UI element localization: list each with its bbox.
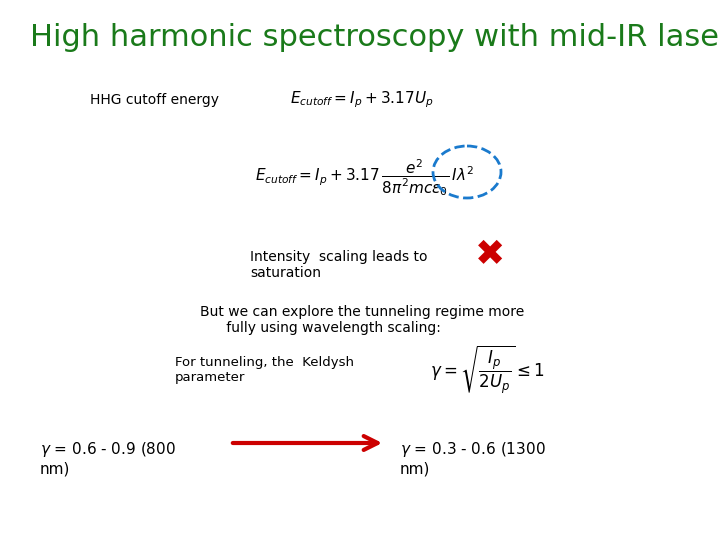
Text: $\gamma$ = 0.3 - 0.6 (1300
nm): $\gamma$ = 0.3 - 0.6 (1300 nm) — [400, 440, 546, 476]
Text: $E_{cutoff} = I_p + 3.17\,\dfrac{e^2}{8\pi^2 mc\varepsilon_0}\,I\lambda^2$: $E_{cutoff} = I_p + 3.17\,\dfrac{e^2}{8\… — [255, 158, 474, 198]
Text: $E_{cutoff} = I_p +3.17U_p$: $E_{cutoff} = I_p +3.17U_p$ — [290, 90, 433, 110]
Text: $\gamma$ = 0.6 - 0.9 (800
nm): $\gamma$ = 0.6 - 0.9 (800 nm) — [40, 440, 176, 476]
Text: $\gamma = \sqrt{\dfrac{I_p}{2U_p}} \leq 1$: $\gamma = \sqrt{\dfrac{I_p}{2U_p}} \leq … — [430, 344, 545, 396]
Text: But we can explore the tunneling regime more
      fully using wavelength scalin: But we can explore the tunneling regime … — [200, 305, 524, 335]
Text: ✖: ✖ — [475, 238, 505, 272]
Text: High harmonic spectroscopy with mid-IR lasers: High harmonic spectroscopy with mid-IR l… — [30, 24, 720, 52]
Text: For tunneling, the  Keldysh
parameter: For tunneling, the Keldysh parameter — [175, 356, 354, 384]
Text: HHG cutoff energy: HHG cutoff energy — [90, 93, 219, 107]
Text: Intensity  scaling leads to
saturation: Intensity scaling leads to saturation — [250, 250, 428, 280]
